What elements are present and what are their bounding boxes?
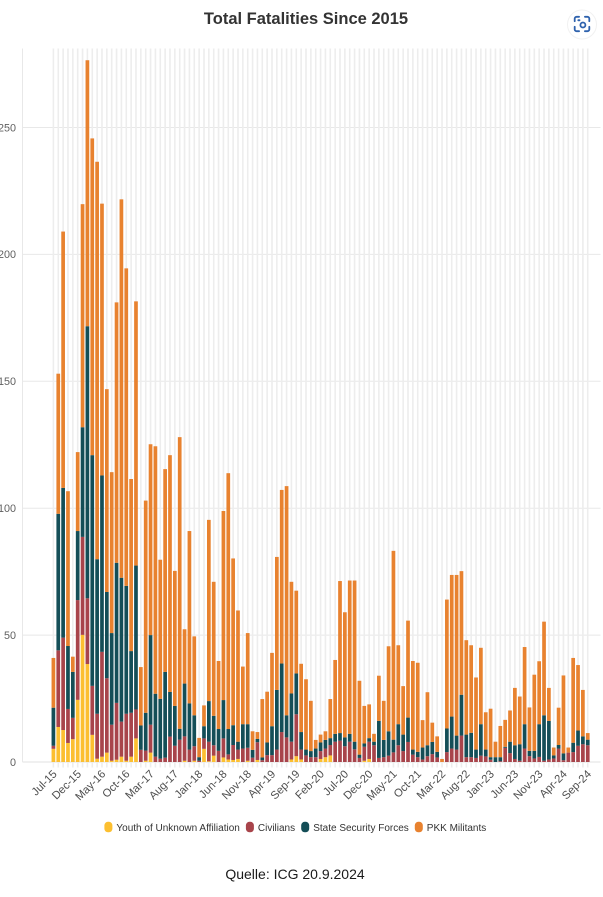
svg-text:Civilians: Civilians <box>258 823 295 834</box>
svg-text:250: 250 <box>0 122 16 134</box>
svg-text:Total Fatalities Since 2015: Total Fatalities Since 2015 <box>204 10 408 28</box>
svg-text:200: 200 <box>0 249 16 261</box>
svg-text:State Security Forces: State Security Forces <box>313 823 409 834</box>
svg-text:Quelle: ICG 20.9.2024: Quelle: ICG 20.9.2024 <box>225 866 365 882</box>
svg-text:100: 100 <box>0 503 16 515</box>
svg-text:Youth of Unknown Affiliation: Youth of Unknown Affiliation <box>116 823 239 834</box>
svg-text:150: 150 <box>0 376 16 388</box>
svg-text:0: 0 <box>10 757 16 769</box>
svg-text:50: 50 <box>4 630 16 642</box>
svg-text:PKK Militants: PKK Militants <box>427 823 486 834</box>
